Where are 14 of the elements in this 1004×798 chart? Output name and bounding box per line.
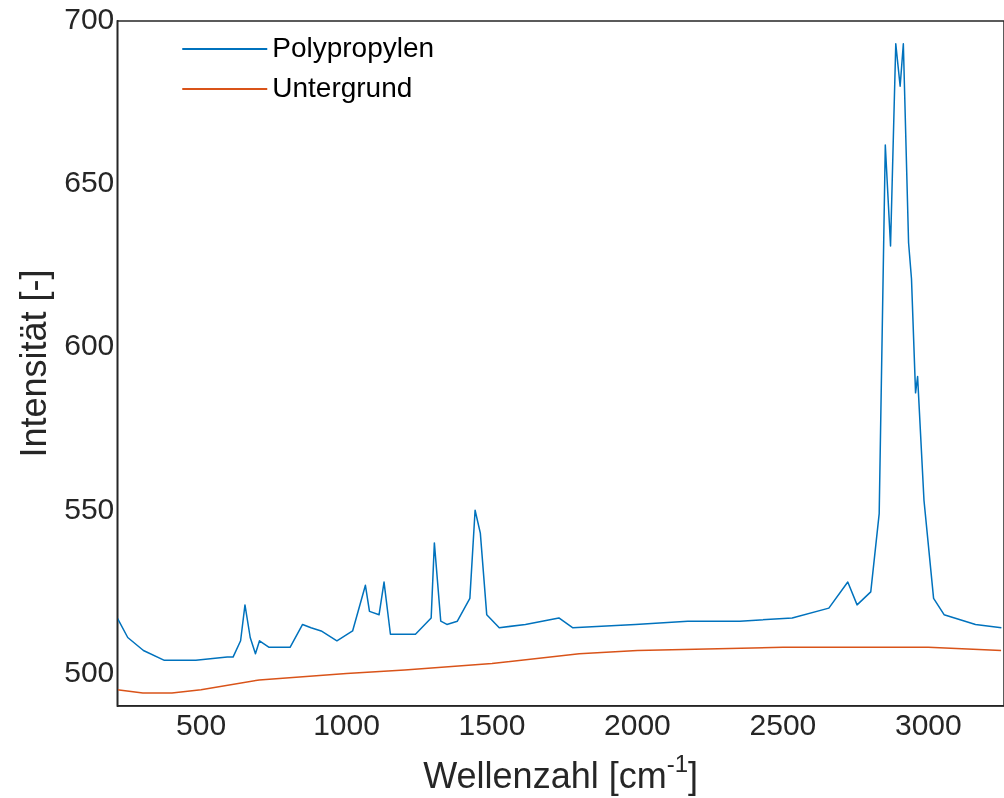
y-tick-label: 550 (64, 491, 115, 525)
legend-label: Untergrund (272, 71, 413, 103)
y-tick-label: 500 (64, 654, 115, 688)
y-tick-label: 700 (64, 2, 115, 36)
y-tick-label: 650 (64, 165, 115, 199)
y-tick-label: 600 (64, 328, 115, 362)
x-tick-label: 2500 (749, 708, 817, 742)
x-tick-label: 1500 (458, 708, 526, 742)
x-tick-label: 2000 (604, 708, 671, 742)
legend-label: Polypropylen (272, 31, 435, 63)
x-tick-label: 1000 (313, 708, 380, 742)
x-tick-label: 3000 (894, 708, 962, 742)
y-axis-title: Intensität [-] (12, 269, 54, 458)
x-tick-label: 500 (176, 708, 227, 742)
